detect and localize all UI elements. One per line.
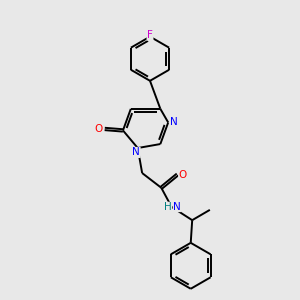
Text: O: O: [95, 124, 103, 134]
Text: N: N: [132, 147, 140, 158]
Text: H: H: [164, 202, 172, 212]
Text: N: N: [169, 118, 177, 128]
Text: N: N: [173, 202, 181, 212]
Text: F: F: [147, 30, 153, 40]
Text: O: O: [179, 169, 187, 179]
